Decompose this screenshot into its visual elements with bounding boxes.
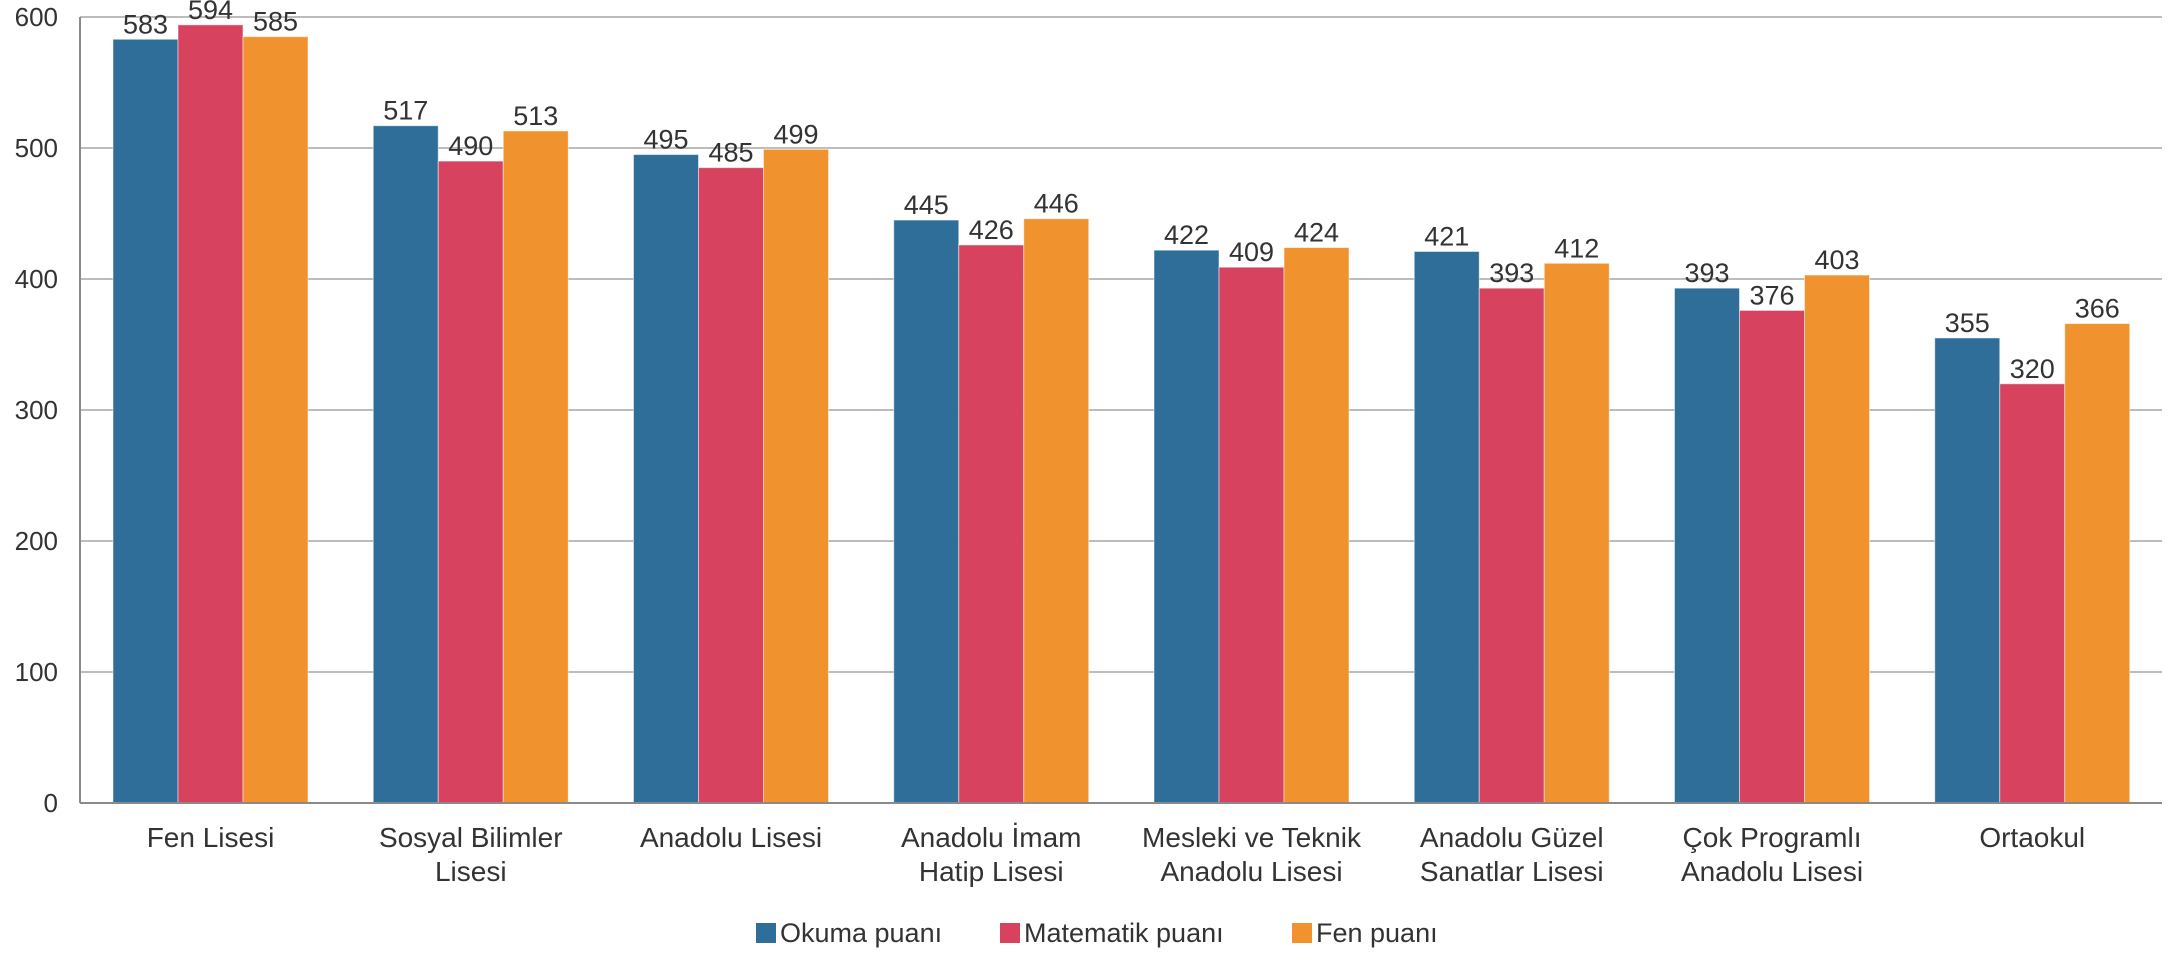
bar — [502, 130, 569, 804]
legend-label: Fen puanı — [1316, 918, 1438, 948]
y-tick-label: 300 — [15, 395, 58, 425]
x-category-label: Çok Programlı — [1683, 822, 1862, 853]
data-label: 409 — [1229, 237, 1274, 267]
x-category-label: Lisesi — [435, 856, 507, 887]
x-category-label: Anadolu Lisesi — [1160, 856, 1342, 887]
y-tick-label: 400 — [15, 264, 58, 294]
data-label: 445 — [904, 190, 949, 220]
bar — [763, 148, 829, 804]
bar — [437, 160, 504, 804]
y-tick-label: 600 — [15, 2, 58, 32]
bar — [1674, 287, 1740, 804]
bars — [112, 24, 2131, 804]
bar — [372, 125, 439, 804]
legend-swatch — [1000, 923, 1020, 943]
data-label: 320 — [2010, 354, 2055, 384]
data-label: 403 — [1814, 245, 1859, 275]
data-label: 426 — [969, 215, 1014, 245]
y-tick-label: 100 — [15, 657, 58, 687]
axes — [79, 17, 2162, 804]
data-labels: 583 517 495 445 422 421 393 355 594 490 485 426 409 3… — [123, 0, 2120, 384]
data-label: 393 — [1489, 258, 1534, 288]
bar — [1283, 247, 1350, 804]
data-label: 393 — [1684, 258, 1729, 288]
bar — [633, 154, 699, 804]
data-label: 495 — [643, 125, 688, 155]
bar — [1478, 287, 1545, 804]
data-label: 446 — [1034, 189, 1079, 219]
x-category-label: Anadolu Güzel — [1420, 822, 1604, 853]
bar — [177, 24, 244, 804]
data-label: 421 — [1424, 221, 1469, 251]
legend-swatch — [1292, 923, 1312, 943]
bar — [2064, 323, 2131, 804]
legend: Okuma puanı Matematik puanı Fen puanı — [756, 918, 1438, 948]
data-label: 490 — [448, 131, 493, 161]
data-label: 376 — [1749, 280, 1794, 310]
bar — [698, 167, 764, 804]
data-label: 366 — [2075, 294, 2120, 324]
bar — [1023, 218, 1090, 804]
data-label: 513 — [513, 101, 558, 131]
legend-swatch — [756, 923, 776, 943]
x-category-label: Ortaokul — [1979, 822, 2085, 853]
data-label: 585 — [253, 7, 298, 37]
x-category-label: Anadolu Lisesi — [1681, 856, 1863, 887]
data-label: 594 — [188, 0, 233, 25]
bar — [1218, 266, 1285, 804]
bar — [1934, 337, 2001, 804]
bar — [1804, 274, 1870, 804]
bar — [1413, 250, 1480, 804]
y-tick-label: 200 — [15, 526, 58, 556]
data-label: 412 — [1554, 233, 1599, 263]
bar — [893, 219, 960, 804]
legend-label: Okuma puanı — [780, 918, 942, 948]
legend-label: Matematik puanı — [1024, 918, 1224, 948]
data-label: 485 — [708, 138, 753, 168]
bar — [1153, 249, 1220, 804]
x-category-label: Sanatlar Lisesi — [1420, 856, 1604, 887]
bar — [1739, 309, 1805, 804]
bar — [1999, 383, 2066, 804]
y-tick-label: 0 — [44, 788, 58, 818]
data-label: 517 — [383, 96, 428, 126]
x-category-label: Anadolu İmam — [901, 822, 1082, 853]
bar — [958, 244, 1025, 804]
x-category-label: Fen Lisesi — [147, 822, 275, 853]
data-label: 499 — [773, 119, 818, 149]
data-label: 424 — [1294, 218, 1339, 248]
x-category-label: Mesleki ve Teknik — [1142, 822, 1362, 853]
x-category-label: Anadolu Lisesi — [640, 822, 822, 853]
bar — [242, 36, 309, 804]
data-label: 422 — [1164, 220, 1209, 250]
data-label: 355 — [1945, 308, 1990, 338]
bar — [1543, 262, 1610, 804]
x-category-label: Sosyal Bilimler — [379, 822, 563, 853]
data-label: 583 — [123, 9, 168, 39]
bar — [112, 38, 179, 804]
y-tick-label: 500 — [15, 133, 58, 163]
x-category-label: Hatip Lisesi — [919, 856, 1064, 887]
y-axis-ticks: 0 100 200 300 400 500 600 — [15, 2, 58, 818]
